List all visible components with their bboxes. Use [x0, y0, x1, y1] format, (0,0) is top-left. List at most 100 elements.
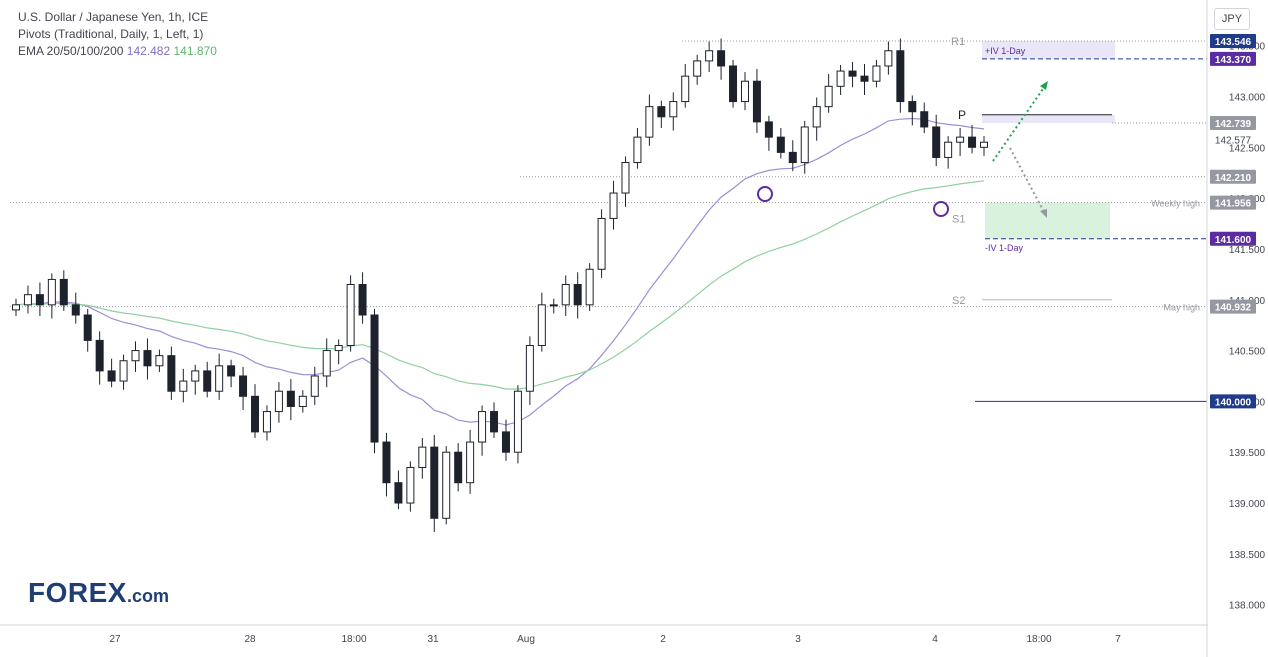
candle-up — [131, 350, 140, 362]
candle-up — [322, 350, 331, 377]
candle-up — [406, 466, 415, 504]
candle-down — [896, 50, 905, 103]
r1-label: R1 — [951, 36, 965, 48]
candle-down — [394, 482, 403, 504]
candle-up — [478, 411, 487, 443]
y-tick-label: 140.500 — [1229, 347, 1266, 358]
price-label-r1: 143.546 — [1215, 37, 1252, 48]
candle-down — [370, 314, 379, 443]
iv-upper-zone — [982, 40, 1115, 59]
swing-low-circle — [933, 201, 949, 217]
price-label-support: 142.210 — [1215, 173, 1252, 184]
x-tick-label: 27 — [109, 634, 121, 645]
candles — [12, 38, 988, 532]
s1-label: S1 — [952, 213, 965, 225]
candle-up — [836, 70, 845, 87]
pivot-zone — [982, 114, 1115, 124]
price-label-iv-lower: 141.600 — [1215, 235, 1252, 246]
candle-up — [442, 451, 451, 519]
candle-down — [59, 278, 68, 306]
candle-down — [764, 121, 773, 138]
candle-down — [95, 339, 104, 372]
candle-up — [872, 65, 881, 82]
candle-down — [501, 431, 510, 453]
candle-up — [980, 141, 988, 148]
x-tick-label: 3 — [795, 634, 801, 645]
price-label-may-high: 140.932 — [1215, 303, 1252, 314]
price-label-pivot: 142.739 — [1215, 119, 1252, 130]
candle-down — [932, 126, 941, 158]
weekly-high-label: Weekly high — [1151, 199, 1200, 209]
candle-down — [848, 70, 857, 77]
y-tick-label: 139.000 — [1229, 499, 1266, 510]
candle-up — [812, 106, 821, 128]
candle-down — [968, 136, 977, 148]
price-label-r1-bg — [1210, 33, 1256, 48]
level-lines — [10, 40, 1207, 402]
candle-up — [944, 141, 953, 158]
ema-line-purple — [15, 117, 985, 426]
candle-up — [585, 268, 594, 306]
candle-down — [776, 136, 785, 153]
price-label-weekly-high-bg — [1210, 195, 1256, 210]
forex-logo: FOREX.com — [28, 577, 169, 609]
candle-up — [633, 136, 642, 164]
candle-up — [310, 375, 319, 397]
x-tick-label: 7 — [1115, 634, 1121, 645]
price-label-support-bg — [1210, 169, 1256, 184]
annotations: R1 +IV 1-Day P Weekly high S1 -IV 1-Day S2 May … — [757, 36, 1200, 313]
candle-up — [549, 304, 558, 307]
y-tick-label: 141.500 — [1229, 245, 1266, 256]
candle-down — [83, 314, 92, 341]
x-tick-label: 18:00 — [1026, 634, 1051, 645]
y-tick-label: 139.500 — [1229, 448, 1266, 459]
candle-down — [908, 101, 917, 113]
bullish-arrowhead — [1040, 81, 1048, 90]
bullish-arrow — [992, 85, 1046, 162]
candle-up — [23, 294, 32, 306]
candle-down — [107, 370, 116, 382]
candle-down — [143, 350, 152, 367]
price-label-weekly-high: 141.956 — [1215, 199, 1252, 210]
price-label-iv-upper: 143.370 — [1215, 55, 1252, 66]
candle-down — [729, 65, 738, 103]
candle-down — [752, 80, 761, 123]
x-tick-label: 2 — [660, 634, 666, 645]
iv-upper-label: +IV 1-Day — [985, 46, 1026, 56]
candle-up — [47, 278, 56, 306]
price-label-iv-lower-bg — [1210, 231, 1256, 246]
candle-down — [788, 151, 797, 164]
ema-label: EMA 20/50/100/200 — [18, 44, 124, 58]
candle-up — [119, 360, 128, 382]
candle-down — [382, 441, 391, 484]
candle-up — [346, 284, 355, 346]
candle-down — [920, 111, 929, 128]
candle-down — [203, 370, 212, 392]
ema-lines — [15, 117, 985, 426]
candle-up — [215, 365, 224, 392]
price-label-pivot-bg — [1210, 116, 1256, 131]
price-axis-bg — [1208, 0, 1268, 657]
candle-up — [274, 390, 283, 413]
candle-up — [12, 304, 20, 311]
candle-up — [956, 136, 965, 143]
swing-low-circle — [757, 186, 773, 202]
x-tick-label: Aug — [517, 634, 535, 645]
candle-up — [525, 344, 534, 392]
candle-up — [334, 344, 343, 352]
price-label-may-high-bg — [1210, 299, 1256, 314]
candle-down — [167, 355, 176, 392]
ema-line-green — [15, 180, 985, 390]
candle-up — [609, 192, 618, 219]
candle-up — [740, 80, 749, 103]
candle-down — [227, 365, 236, 377]
candle-down — [35, 294, 44, 306]
currency-button[interactable]: JPY — [1214, 8, 1250, 30]
ema-legend: EMA 20/50/100/200 142.482 141.870 — [18, 44, 217, 58]
iv-lower-zone — [985, 202, 1110, 239]
ema-value-1: 142.482 — [126, 44, 171, 58]
candle-up — [466, 441, 475, 484]
candle-up — [800, 126, 809, 164]
candle-up — [621, 162, 630, 194]
